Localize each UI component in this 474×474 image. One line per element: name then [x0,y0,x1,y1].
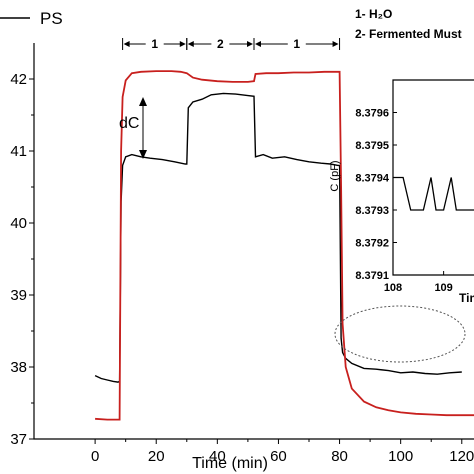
segment-label-2: 2 [217,37,224,51]
x-tick-label: 100 [388,448,413,465]
series-line-2 [95,70,474,421]
inset-x-tick-label: 108 [384,282,402,294]
segment-annotations: 1 2 1 [122,37,341,51]
dc-annotation: dC [119,97,147,159]
segment-arrow-head [123,41,130,47]
main-chart: 0 20 40 60 80 100 120 37 38 39 40 41 42 Time (min) [10,43,474,472]
inset-background [393,78,474,275]
inset-x-axis-label: Tim [459,291,474,305]
main-tick-group: 0 20 40 60 80 100 120 37 38 39 40 41 42 [10,71,474,465]
y-tick-label: 38 [10,359,27,376]
inset-y-tick-label: 8.3796 [355,108,389,120]
inset-series-line-1 [393,176,474,211]
y-tick-label: 41 [10,143,27,160]
segment-arrow-head [255,41,261,47]
segment-arrow-head [187,41,194,47]
inset-y-tick-label: 8.3795 [355,140,389,152]
main-series-group [94,70,474,421]
x-tick-label: 60 [270,448,287,465]
y-tick-label: 39 [10,287,27,304]
segment-arrow-head [332,41,339,47]
inset-y-tick-label: 8.3791 [355,270,389,282]
x-tick-label: 0 [91,448,99,465]
x-tick-label: 120 [449,448,474,465]
inset-series-group [393,176,474,211]
dc-arrow-head-top [139,97,147,106]
note-1: 1- H₂O [355,7,392,21]
dc-label: dC [119,115,139,132]
y-tick-label: 40 [10,215,27,232]
inset-tick-group: 8.3791 8.3792 8.3793 8.3794 8.3795 8.3796 108 1… [355,108,452,295]
segment-label-3: 1 [293,37,300,51]
inset-chart: 8.3791 8.3792 8.3793 8.3794 8.3795 8.3796 108 1… [329,78,474,305]
inset-y-tick-label: 8.3793 [355,205,389,217]
inset-y-axis-label: C (pF) [329,160,341,191]
highlight-ellipse [334,305,466,363]
notes: 1- H₂O 2- Fermented Must [355,7,462,41]
dc-arrow-head-bottom [139,150,147,159]
x-tick-label: 80 [331,448,348,465]
legend-label: PS [40,9,63,28]
x-tick-label: 40 [209,448,226,465]
inset-y-tick-label: 8.3792 [355,238,389,250]
x-axis-label: Time (min) [192,455,268,472]
segment-label-1: 1 [151,37,158,51]
inset-y-tick-label: 8.3794 [355,173,390,185]
y-tick-label: 37 [10,431,27,448]
x-tick-label: 20 [148,448,165,465]
inset-x-tick-label: 109 [434,282,452,294]
legend: PS [0,9,63,28]
segment-arrow-head [179,41,186,47]
y-tick-label: 42 [10,71,27,88]
note-2: 2- Fermented Must [355,27,462,41]
series-line-1 [94,92,462,383]
segment-arrow-head [247,41,253,47]
